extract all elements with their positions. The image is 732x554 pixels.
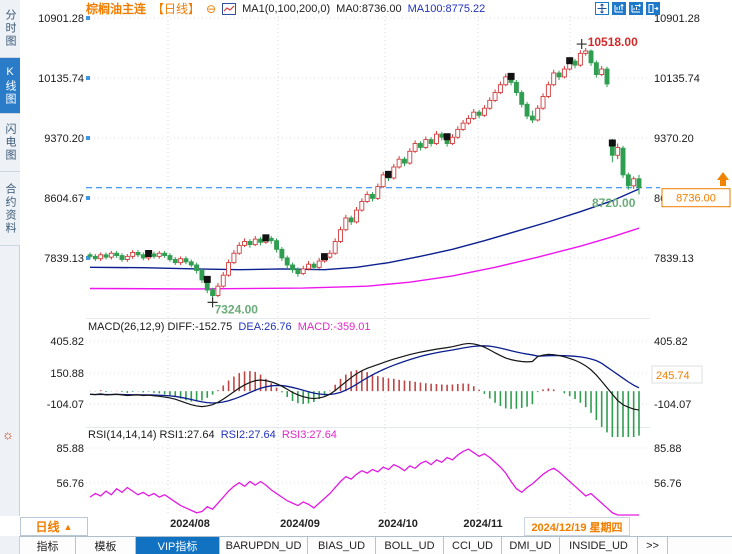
tab-dmi-ud[interactable]: DMI_UD bbox=[502, 537, 560, 554]
macd-macd-value: MACD:-359.01 bbox=[297, 321, 371, 333]
period-selector[interactable]: 日线 ▲ bbox=[20, 517, 88, 536]
rsi2-value: RSI2:27.64 bbox=[220, 429, 276, 441]
svg-text:8720.00: 8720.00 bbox=[592, 196, 636, 210]
candlestick-series bbox=[87, 48, 642, 299]
zoom-out-chart-icon[interactable] bbox=[629, 2, 643, 15]
svg-text:85.88: 85.88 bbox=[56, 443, 84, 455]
signal-marker bbox=[608, 139, 616, 147]
signal-marker bbox=[566, 57, 574, 65]
macd-dea-value: DEA:26.76 bbox=[238, 321, 292, 333]
axis-labels: 10901.28 10901.28 10135.74 10135.74 9370.20 9… bbox=[38, 13, 703, 490]
svg-text:7839.13: 7839.13 bbox=[654, 253, 694, 265]
x-axis-row: 日线 ▲ 2024/08 2024/09 2024/10 2024/11 202… bbox=[0, 516, 732, 536]
svg-text:10901.28: 10901.28 bbox=[38, 13, 84, 25]
rsi1-value: RSI1:27.64 bbox=[159, 429, 215, 441]
ma100-value: MA100:8775.22 bbox=[407, 2, 486, 15]
tab-templates[interactable]: 模板 bbox=[76, 537, 136, 554]
svg-text:10135.74: 10135.74 bbox=[654, 73, 700, 85]
svg-text:9370.20: 9370.20 bbox=[654, 133, 694, 145]
chart-header: 棕榈油主连 【日线】 ⊖ MA1(0,100,200,0) MA0:8736.0… bbox=[86, 1, 485, 16]
svg-text:85.88: 85.88 bbox=[654, 443, 682, 455]
ma0-value: MA0:8736.00 bbox=[336, 2, 402, 15]
signal-marker bbox=[384, 170, 392, 178]
indicator-tabbar: 指标 模板 VIP指标 BARUPDN_UD BIAS_UD BOLL_UD C… bbox=[20, 536, 732, 554]
svg-text:405.82: 405.82 bbox=[654, 336, 688, 348]
month-label-oct: 2024/10 bbox=[378, 518, 418, 530]
svg-text:56.76: 56.76 bbox=[56, 478, 84, 490]
month-label-nov: 2024/11 bbox=[463, 518, 503, 530]
tab-cci-ud[interactable]: CCI_UD bbox=[444, 537, 502, 554]
chart-toolbar bbox=[595, 2, 660, 15]
rsi-pane bbox=[89, 448, 639, 516]
svg-text:8736.00: 8736.00 bbox=[676, 193, 716, 205]
sidebar-tab-time-chart[interactable]: 分时图 bbox=[0, 0, 20, 58]
svg-text:-104.07: -104.07 bbox=[47, 399, 84, 411]
rsi-header: RSI(14,14,14) RSI1:27.64 RSI2:27.64 RSI3… bbox=[88, 429, 337, 441]
svg-text:405.82: 405.82 bbox=[50, 336, 84, 348]
tab-more[interactable]: >> bbox=[638, 537, 668, 554]
symbol-name: 棕榈油主连 bbox=[86, 2, 147, 16]
svg-text:56.76: 56.76 bbox=[654, 478, 682, 490]
svg-text:10518.00: 10518.00 bbox=[588, 35, 638, 49]
svg-text:7839.13: 7839.13 bbox=[44, 253, 84, 265]
rsi3-value: RSI3:27.64 bbox=[281, 429, 337, 441]
svg-text:245.74: 245.74 bbox=[656, 370, 690, 382]
collapse-icon[interactable]: ⊖ bbox=[206, 1, 217, 16]
grid bbox=[86, 16, 650, 514]
svg-text:-104.07: -104.07 bbox=[654, 399, 691, 411]
signal-marker bbox=[262, 234, 270, 242]
signal-marker bbox=[145, 250, 153, 258]
svg-text:10135.74: 10135.74 bbox=[38, 73, 84, 85]
signal-marker bbox=[321, 253, 329, 261]
period-tag: 【日线】 bbox=[152, 2, 201, 16]
tab-vip-indicators[interactable]: VIP指标 bbox=[136, 537, 220, 554]
zoom-in-chart-icon[interactable] bbox=[612, 2, 626, 15]
pan-crosshair-icon[interactable] bbox=[595, 2, 609, 15]
period-arrow-icon: ▲ bbox=[63, 521, 73, 532]
signal-marker bbox=[443, 133, 451, 141]
ma-settings-label: MA1(0,100,200,0) bbox=[242, 2, 331, 15]
macd-diff-value: DIFF:-152.75 bbox=[167, 321, 233, 333]
macd-pane bbox=[89, 342, 640, 437]
tab-bias-ud[interactable]: BIAS_UD bbox=[308, 537, 376, 554]
ma-lines bbox=[89, 188, 640, 290]
svg-text:10901.28: 10901.28 bbox=[654, 13, 700, 25]
price-annotations: 10518.00 7324.00 8720.00 8736.00 bbox=[207, 35, 731, 316]
left-sidebar: 分时图 K线图 闪电图 合约资料 bbox=[0, 0, 20, 554]
macd-params: MACD(26,12,9) bbox=[88, 321, 165, 333]
ma-chart-icon[interactable] bbox=[222, 2, 237, 15]
sidebar-tab-lightning-chart[interactable]: 闪电图 bbox=[0, 114, 20, 172]
tab-inside-ud[interactable]: INSIDE_UD bbox=[560, 537, 638, 554]
current-date-label: 2024/12/19 星期四 bbox=[524, 517, 630, 536]
signal-marker bbox=[203, 275, 211, 283]
indicator-settings-sun-icon[interactable]: ☼ bbox=[2, 427, 14, 442]
svg-text:150.88: 150.88 bbox=[50, 368, 84, 380]
macd-header: MACD(26,12,9) DIFF:-152.75 DEA:26.76 MAC… bbox=[88, 321, 371, 333]
month-label-sep: 2024/09 bbox=[280, 518, 320, 530]
svg-text:8604.67: 8604.67 bbox=[44, 193, 84, 205]
chart-canvas[interactable]: 10901.28 10901.28 10135.74 10135.74 9370.20 9… bbox=[20, 0, 732, 520]
signal-marker bbox=[507, 72, 515, 80]
rsi-params: RSI(14,14,14) bbox=[88, 429, 157, 441]
exit-page-icon[interactable] bbox=[646, 2, 660, 15]
tab-indicators[interactable]: 指标 bbox=[20, 537, 76, 554]
period-label: 日线 bbox=[35, 520, 60, 534]
month-label-aug: 2024/08 bbox=[170, 518, 210, 530]
tab-barupdn-ud[interactable]: BARUPDN_UD bbox=[220, 537, 308, 554]
svg-text:9370.20: 9370.20 bbox=[44, 133, 84, 145]
sidebar-tab-contract-info[interactable]: 合约资料 bbox=[0, 172, 20, 246]
tab-boll-ud[interactable]: BOLL_UD bbox=[376, 537, 444, 554]
svg-text:7324.00: 7324.00 bbox=[215, 302, 259, 316]
sidebar-tab-kline-chart[interactable]: K线图 bbox=[0, 58, 20, 114]
